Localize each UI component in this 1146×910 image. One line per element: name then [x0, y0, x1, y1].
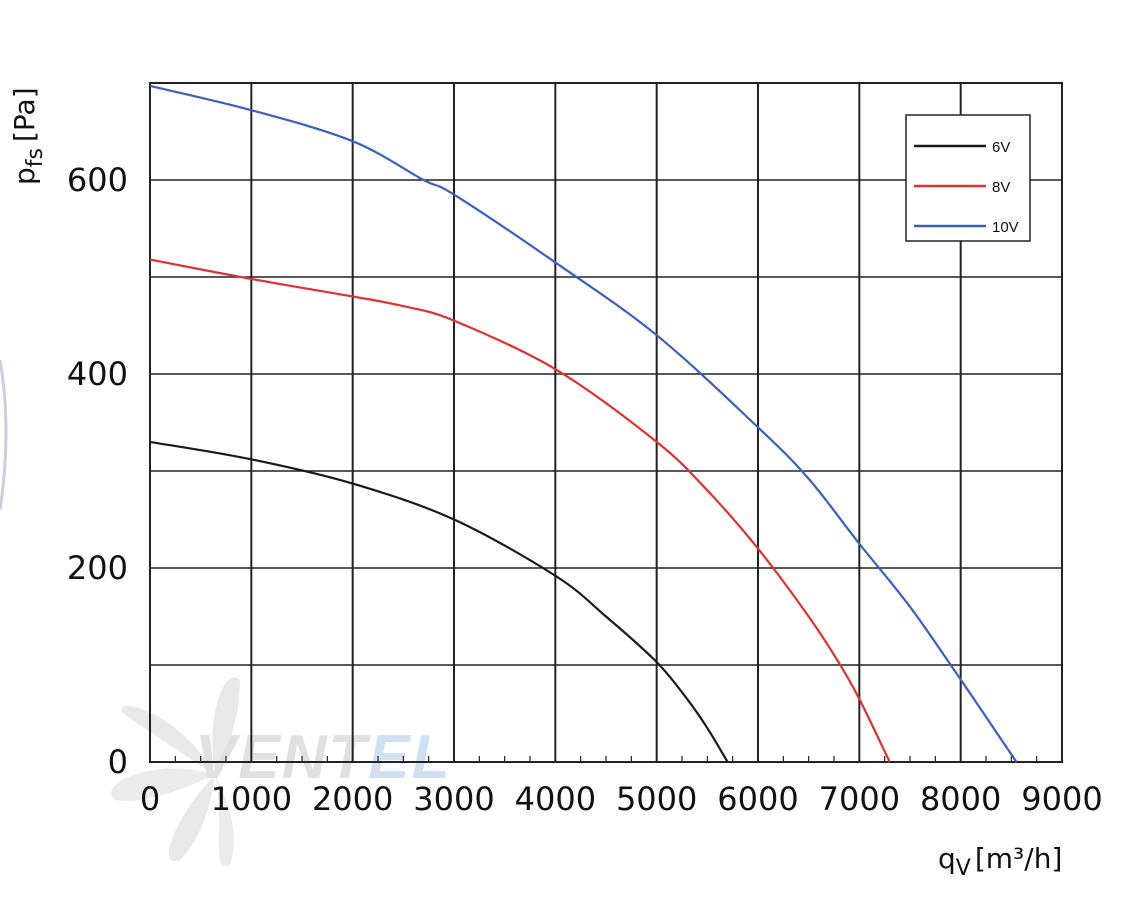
watermark-fan-icon — [111, 677, 240, 867]
x-tick-label: 8000 — [920, 780, 1001, 818]
y-tick-label: 600 — [67, 161, 128, 199]
svg-text:qV[m³/h]: qV [m³/h] — [938, 842, 1062, 881]
watermark-text: VENTEL — [195, 723, 452, 792]
edge-decoration — [0, 359, 8, 511]
y-tick-label: 200 — [67, 549, 128, 587]
y-tick-label: 0 — [108, 743, 128, 781]
x-axis-label: qV [m³/h] — [938, 842, 1062, 881]
series-lines — [149, 84, 1018, 763]
x-tick-label: 5000 — [616, 780, 697, 818]
x-tick-label: 3000 — [413, 780, 494, 818]
legend-label-10v: 10V — [992, 219, 1019, 236]
x-tick-labels: 0 1000 2000 3000 4000 5000 6000 7000 8000 9000 — [140, 780, 1103, 818]
x-tick-label: 0 — [140, 780, 160, 818]
series-line-6v — [149, 440, 729, 763]
minor-ticks — [174, 756, 1038, 762]
legend-box — [905, 114, 1031, 242]
x-tick-label: 7000 — [819, 780, 900, 818]
legend: 6V 8V 10V — [905, 114, 1031, 242]
y-tick-labels: 0 200 400 600 — [67, 161, 128, 781]
x-tick-label: 4000 — [515, 780, 596, 818]
legend-label-6v: 6V — [992, 139, 1010, 156]
series-line-10v — [149, 84, 1018, 763]
x-tick-label: 9000 — [1021, 780, 1102, 818]
svg-text:pfs[Pa]: pfs[Pa] — [8, 87, 48, 185]
x-tick-label: 1000 — [211, 780, 292, 818]
y-tick-label: 400 — [67, 355, 128, 393]
series-line-8v — [149, 258, 891, 763]
x-tick-label: 6000 — [717, 780, 798, 818]
legend-label-8v: 8V — [992, 179, 1010, 196]
y-axis-label: pfs[Pa] — [8, 87, 48, 185]
x-tick-label: 2000 — [312, 780, 393, 818]
watermark-logo: VENTEL — [111, 677, 452, 867]
